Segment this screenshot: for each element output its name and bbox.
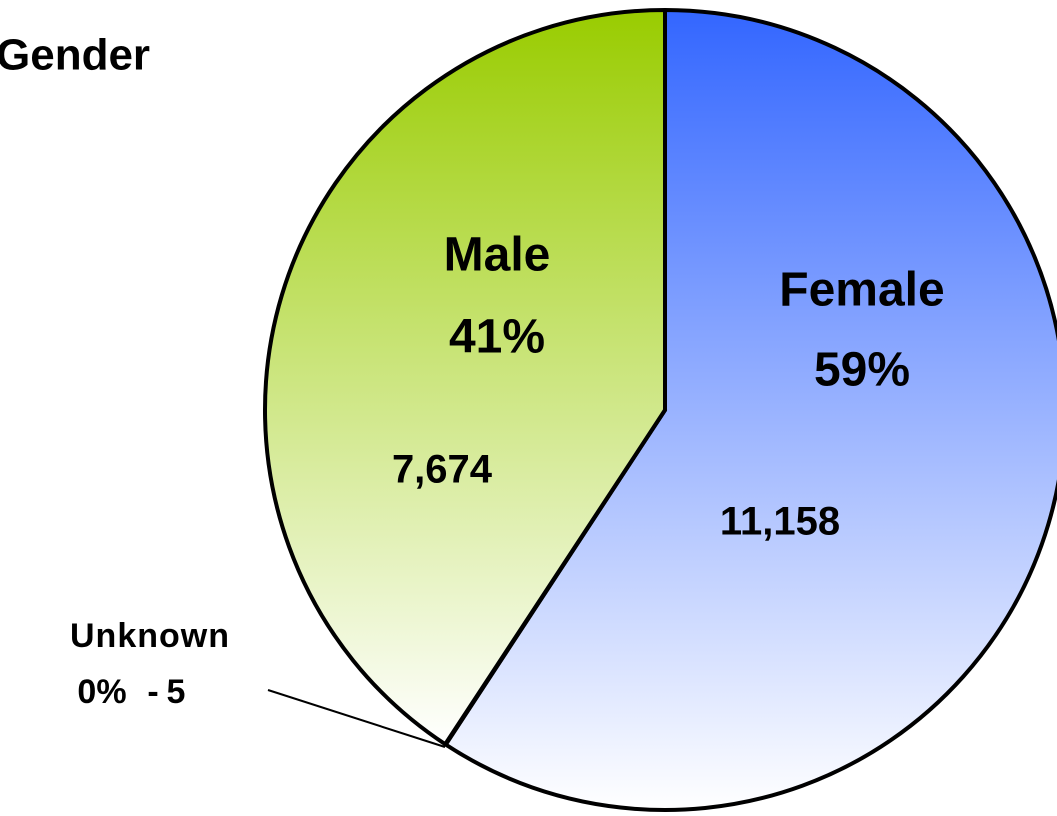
value-label: 7,674 [392,448,493,492]
slice-label: Unknown [70,617,230,655]
pie [263,8,1057,812]
separator: - [147,673,158,711]
percent-label: 0% [77,673,126,711]
leader-line [267,689,446,748]
value-label: 5 [167,673,186,711]
value-label: 11,158 [720,500,840,544]
pie-slice [263,8,667,747]
percent-label: 41% [449,311,545,364]
slice-label: Male [444,229,551,282]
chart-title: Gender [0,31,150,80]
percent-label: 59% [814,344,910,397]
pie-slice [443,8,1057,812]
slice-label: Female [779,264,944,317]
